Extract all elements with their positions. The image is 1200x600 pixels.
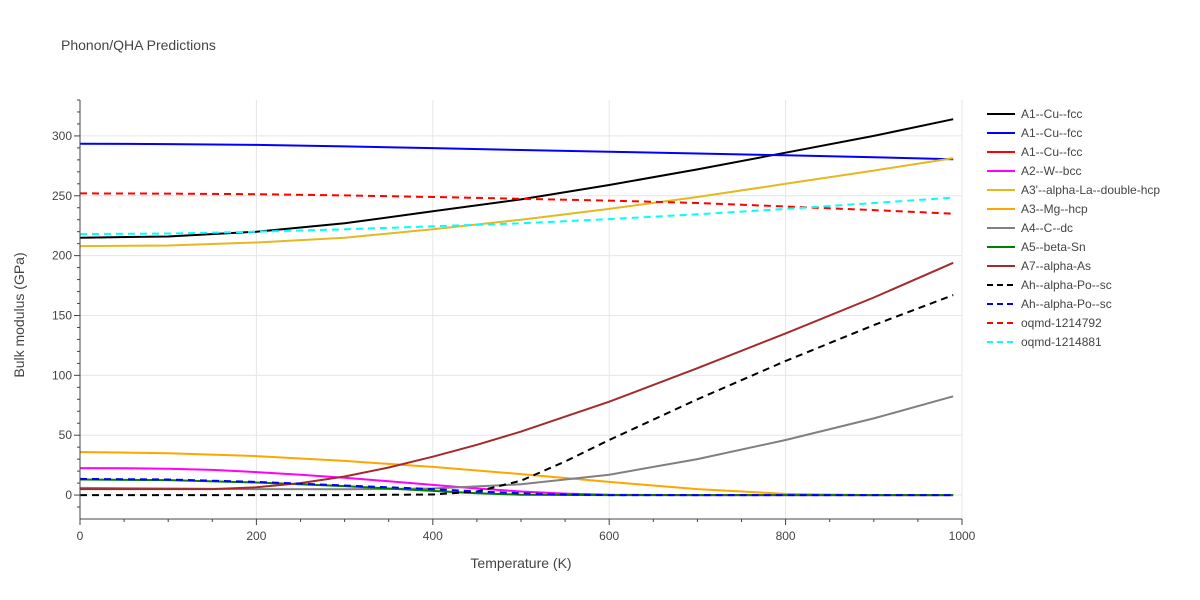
legend-label: A4--C--dc xyxy=(1021,221,1073,235)
chart-title: Phonon/QHA Predictions xyxy=(61,37,216,53)
legend-label: A1--Cu--fcc xyxy=(1021,126,1082,140)
x-tick-label: 0 xyxy=(77,529,84,543)
series-line-4 xyxy=(79,157,954,248)
legend-item[interactable]: A5--beta-Sn xyxy=(987,240,1086,254)
legend-item[interactable]: Ah--alpha-Po--sc xyxy=(987,297,1112,311)
legend-label: oqmd-1214792 xyxy=(1021,316,1102,330)
x-tick-label: 400 xyxy=(423,529,443,543)
series-line-12 xyxy=(79,196,954,236)
legend-label: A1--Cu--fcc xyxy=(1021,107,1082,121)
y-tick-label: 250 xyxy=(52,189,72,203)
y-tick-label: 50 xyxy=(59,428,73,442)
y-tick-label: 100 xyxy=(52,368,72,382)
legend-label: Ah--alpha-Po--sc xyxy=(1021,297,1112,311)
legend-label: A2--W--bcc xyxy=(1021,164,1081,178)
legend-item[interactable]: A1--Cu--fcc xyxy=(987,145,1082,159)
legend-label: A3'--alpha-La--double-hcp xyxy=(1021,183,1160,197)
legend-label: oqmd-1214881 xyxy=(1021,335,1102,349)
y-tick-label: 150 xyxy=(52,308,72,322)
legend-label: A1--Cu--fcc xyxy=(1021,145,1082,159)
legend-item[interactable]: oqmd-1214792 xyxy=(987,316,1102,330)
series-layer xyxy=(79,118,954,497)
series-line-1 xyxy=(79,142,954,161)
legend-label: A3--Mg--hcp xyxy=(1021,202,1088,216)
legend-label: Ah--alpha-Po--sc xyxy=(1021,278,1112,292)
legend-item[interactable]: A1--Cu--fcc xyxy=(987,126,1082,140)
legend-item[interactable]: A3--Mg--hcp xyxy=(987,202,1088,216)
x-axis-title: Temperature (K) xyxy=(470,555,571,571)
series-line-11 xyxy=(79,192,954,215)
axes-layer: 0 200 400 600 800 1000 0 50 100 150 200 250 300 xyxy=(52,99,976,543)
legend-item[interactable]: Ah--alpha-Po--sc xyxy=(987,278,1112,292)
y-tick-label: 300 xyxy=(52,129,72,143)
y-tick-label: 0 xyxy=(65,488,72,502)
legend-item[interactable]: A3'--alpha-La--double-hcp xyxy=(987,183,1160,197)
legend-item[interactable]: A4--C--dc xyxy=(987,221,1073,235)
legend-label: A5--beta-Sn xyxy=(1021,240,1086,254)
series-line-6 xyxy=(79,395,954,491)
legend: A1--Cu--fcc A1--Cu--fcc A1--Cu--fcc A2--W--… xyxy=(987,107,1160,349)
x-tick-label: 200 xyxy=(246,529,266,543)
series-line-8 xyxy=(80,261,954,491)
series-line-9 xyxy=(80,294,954,497)
x-tick-label: 600 xyxy=(599,529,619,543)
legend-item[interactable]: A7--alpha-As xyxy=(987,259,1091,273)
y-tick-label: 200 xyxy=(52,249,72,263)
legend-item[interactable]: A1--Cu--fcc xyxy=(987,107,1082,121)
legend-label: A7--alpha-As xyxy=(1021,259,1091,273)
x-tick-label: 1000 xyxy=(949,529,976,543)
grid-layer xyxy=(80,100,963,519)
legend-item[interactable]: A2--W--bcc xyxy=(987,164,1081,178)
y-axis-title: Bulk modulus (GPa) xyxy=(11,252,27,377)
x-tick-label: 800 xyxy=(776,529,796,543)
legend-item[interactable]: oqmd-1214881 xyxy=(987,335,1102,349)
